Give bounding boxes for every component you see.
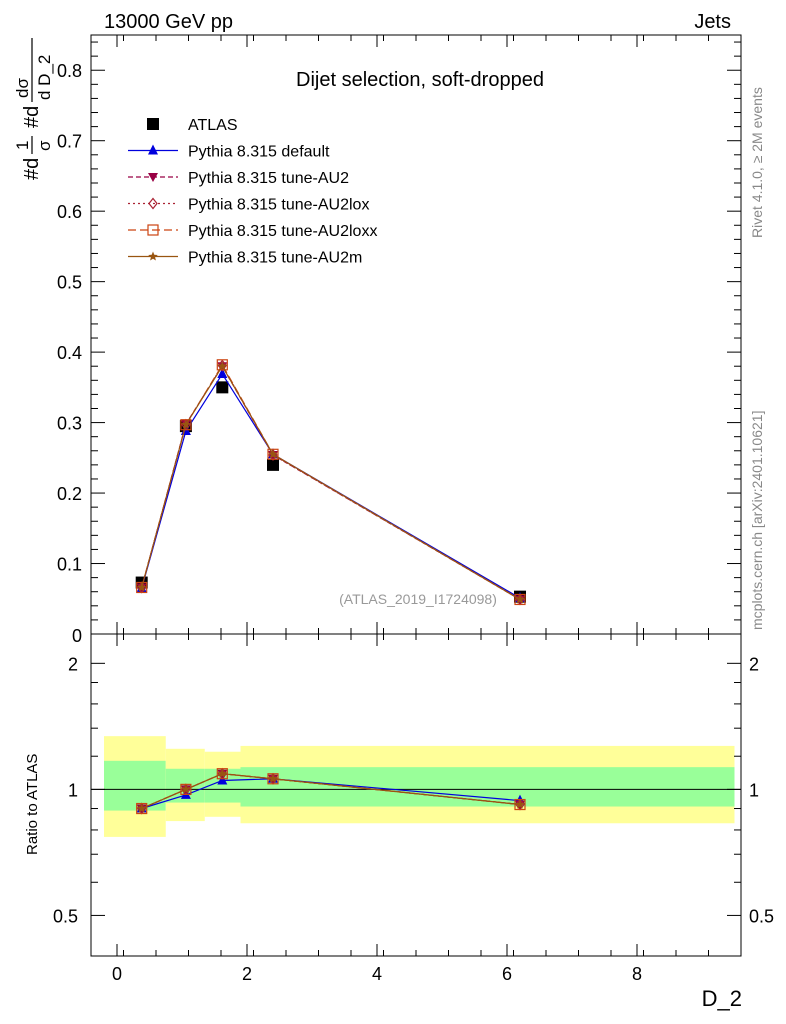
header-left: 13000 GeV pp — [104, 11, 233, 33]
header-right: Jets — [694, 11, 731, 33]
main-point-4-4 — [514, 593, 526, 606]
main-series — [135, 359, 526, 606]
main-point-3-2 — [217, 359, 228, 372]
y-tick-label: 0.8 — [57, 61, 82, 81]
legend-entry-5: Pythia 8.315 tune-AU2m — [128, 250, 362, 267]
x-axis-label: D_2 — [702, 986, 742, 1011]
ratio-point-4-0 — [136, 803, 147, 813]
y-tick-label: 0.6 — [57, 202, 82, 222]
legend-label-4: Pythia 8.315 tune-AU2loxx — [188, 223, 377, 240]
ratio-y-tick-label-right: 0.5 — [749, 906, 774, 926]
ylabel-frac2-num: dσ — [13, 78, 32, 98]
ylabel-frac1-den: σ — [35, 140, 54, 151]
main-point-5-1 — [181, 419, 191, 429]
ratio-ticks: 0.5 0.5 1 1 2 2 0 2 4 6 8 — [53, 634, 774, 984]
y-tick-label: 0.3 — [57, 414, 82, 434]
x-tick-label: 0 — [112, 964, 122, 984]
legend-label-3: Pythia 8.315 tune-AU2lox — [188, 197, 369, 214]
ylabel-prefix-1: #d — [21, 158, 43, 180]
main-point-5-2 — [217, 361, 228, 371]
main-series-line-4 — [141, 363, 521, 601]
y-tick-label: 0.5 — [57, 273, 82, 293]
main-point-5-4 — [515, 594, 525, 604]
legend-label-5: Pythia 8.315 tune-AU2m — [188, 250, 362, 267]
legend-marker-0 — [147, 118, 159, 130]
legend-entry-3: Pythia 8.315 tune-AU2lox — [128, 197, 369, 214]
mcplots-label: mcplots.cern.ch [arXiv:2401.10621] — [749, 411, 765, 630]
ylabel-frac1-num: 1 — [13, 141, 32, 150]
ratio-point-4-2 — [217, 768, 228, 778]
main-series-1 — [136, 367, 525, 603]
legend: ATLAS Pythia 8.315 default Pythia 8.315 tu… — [128, 117, 377, 267]
x-tick-label: 2 — [242, 964, 252, 984]
main-point-4-0 — [136, 581, 148, 594]
legend-marker-3 — [148, 197, 158, 210]
ratio-band-inner — [240, 767, 735, 807]
legend-label-1: Pythia 8.315 default — [188, 144, 330, 161]
ratio-series — [136, 767, 526, 815]
main-series-0 — [135, 381, 526, 603]
ratio-ylabel: Ratio to ATLAS — [24, 754, 41, 855]
main-point-5-3 — [268, 449, 278, 459]
ratio-panel: 0.5 0.5 1 1 2 2 0 2 4 6 8 — [53, 633, 774, 984]
legend-marker-5 — [148, 251, 158, 261]
main-panel: 0.1 0.2 0.3 0.4 0.5 0.6 0.7 0.8 Dijet selection… — [57, 34, 742, 646]
main-point-0-3 — [267, 458, 279, 471]
legend-marker-1 — [148, 144, 158, 155]
ylabel-prefix-2: #d — [21, 106, 43, 128]
ratio-y-tick-label: 0.5 — [53, 906, 78, 926]
ratio-y-tick-label-right: 2 — [749, 654, 759, 674]
ratio-point-4-1 — [181, 784, 191, 794]
legend-entry-4: Pythia 8.315 tune-AU2loxx — [128, 223, 377, 240]
main-series-line-1 — [141, 372, 521, 599]
x-tick-label: 8 — [632, 964, 642, 984]
legend-label-0: ATLAS — [188, 117, 238, 134]
main-title: Dijet selection, soft-dropped — [296, 69, 544, 91]
ratio-y-tick-label: 2 — [68, 654, 78, 674]
ylabel-frac2-den: d D_2 — [35, 55, 54, 100]
y-tick-label: 0.4 — [57, 343, 82, 363]
main-ticks: 0.1 0.2 0.3 0.4 0.5 0.6 0.7 0.8 — [57, 35, 742, 634]
x-tick-label: 4 — [372, 964, 382, 984]
legend-marker-4 — [147, 224, 159, 236]
legend-entry-1: Pythia 8.315 default — [128, 144, 330, 161]
main-ylabel: #d 1 σ #d dσ d D_2 — [13, 38, 54, 180]
ratio-y-tick-label: 1 — [68, 780, 78, 800]
ratio-band-inner — [104, 760, 166, 811]
x-tick-label: 6 — [502, 964, 512, 984]
ratio-series-4 — [136, 768, 525, 813]
main-point-0-2 — [216, 381, 229, 394]
ratio-bands — [104, 736, 735, 837]
y-tick-label: 0.1 — [57, 555, 82, 575]
main-point-1-2 — [217, 367, 228, 378]
legend-entry-0: ATLAS — [147, 117, 238, 134]
main-y-zero-label: 0 — [72, 626, 82, 646]
main-series-5 — [136, 361, 525, 604]
ratio-y-tick-label-right: 1 — [749, 780, 759, 800]
rivet-label: Rivet 4.1.0, ≥ 2M events — [749, 87, 765, 238]
legend-marker-2 — [148, 173, 158, 182]
legend-entry-2: Pythia 8.315 tune-AU2 — [128, 170, 349, 187]
legend-label-2: Pythia 8.315 tune-AU2 — [188, 170, 349, 187]
ratio-point-4-3 — [268, 773, 278, 783]
main-point-4-2 — [216, 359, 228, 371]
y-tick-label: 0.2 — [57, 484, 82, 504]
ratio-point-3-1 — [180, 783, 192, 795]
main-watermark: (ATLAS_2019_I1724098) — [339, 591, 497, 607]
main-point-5-0 — [136, 582, 147, 592]
y-tick-label: 0.7 — [57, 132, 82, 152]
ratio-point-4-4 — [515, 799, 525, 809]
